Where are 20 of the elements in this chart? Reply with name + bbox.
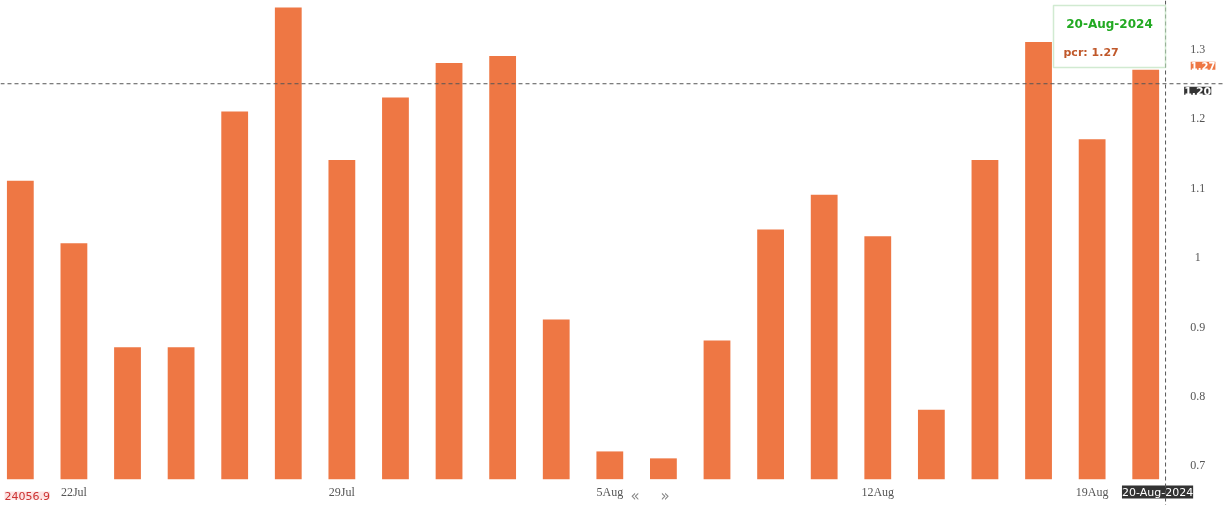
y-tick-label: 0.8 xyxy=(1190,388,1206,403)
text: « xyxy=(630,486,640,505)
x-tick-label: 22Jul xyxy=(60,485,88,500)
y-tick-label: 1.3 xyxy=(1190,42,1206,57)
y-tick-label: 1.2 xyxy=(1190,111,1206,126)
y-tick-label: 0.7 xyxy=(1190,458,1206,473)
annotation: 1.20 xyxy=(1184,84,1212,98)
y-tick-label: 1 xyxy=(1194,250,1201,265)
text: » xyxy=(660,486,670,505)
text: 24056.9 xyxy=(4,489,50,503)
x-tick-label: 20-Aug-2024 xyxy=(1121,485,1194,499)
y-tick-label: 0.9 xyxy=(1190,319,1206,334)
annotation: pcr: 1.27 xyxy=(1063,45,1119,59)
x-tick-label: 29Jul xyxy=(328,485,356,500)
annotation: 1.27 xyxy=(1190,60,1216,72)
annotation: 20-Aug-2024 xyxy=(1066,16,1153,31)
y-tick-label: 1.1 xyxy=(1190,180,1206,195)
x-tick-label: 19Aug xyxy=(1075,485,1109,500)
x-tick-label: 12Aug xyxy=(861,485,895,500)
x-tick-label: 5Aug xyxy=(596,485,624,500)
